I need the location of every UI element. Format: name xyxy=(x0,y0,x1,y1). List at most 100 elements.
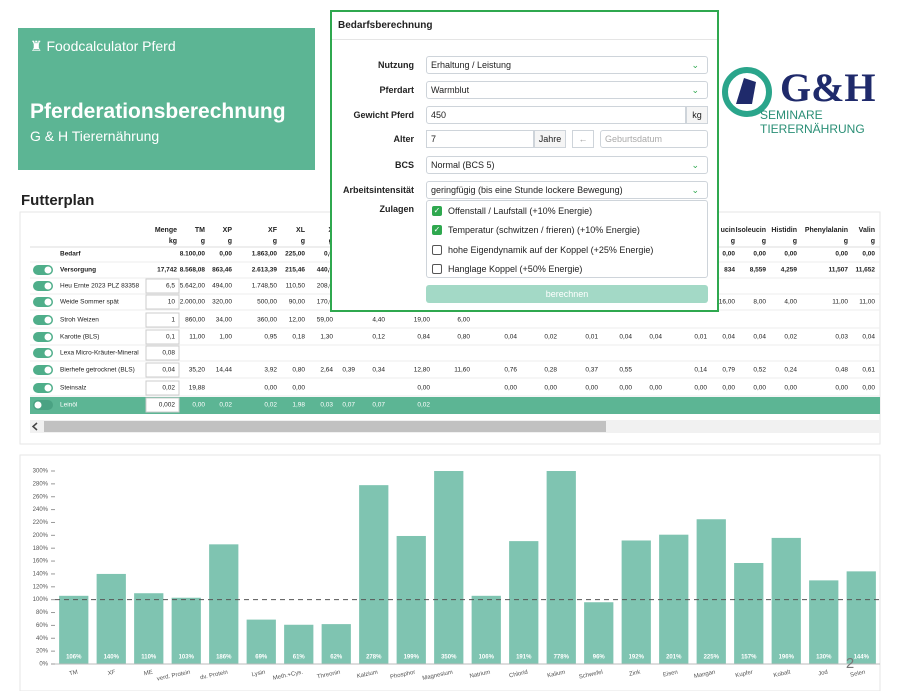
toggle-knob xyxy=(34,401,42,409)
cell: 0,61 xyxy=(862,367,875,374)
scroll-left[interactable] xyxy=(31,422,38,431)
x-tick-label: Phosphor xyxy=(390,670,416,681)
select[interactable]: Warmblut ⌄ xyxy=(426,81,708,99)
cell: 4,40 xyxy=(372,317,385,324)
amount-input[interactable] xyxy=(145,278,180,294)
cell: 11,652 xyxy=(855,267,875,274)
cell: 0,00 xyxy=(722,385,735,392)
cell: 90,00 xyxy=(289,299,306,306)
cell: 0,00 xyxy=(862,251,875,258)
col-header: Isoleucin xyxy=(736,227,766,234)
toggle-knob xyxy=(44,266,52,274)
cell: 0,55 xyxy=(619,367,632,374)
cell: 11,00 xyxy=(832,299,848,306)
input[interactable]: 7 xyxy=(426,130,534,148)
field-label: Nutzung xyxy=(378,60,414,70)
x-tick-label: Lysin xyxy=(251,670,266,679)
cell: 0,002 xyxy=(159,402,176,409)
bar xyxy=(434,471,464,664)
row-highlight xyxy=(30,397,880,414)
value-label: 201% xyxy=(666,655,682,661)
value-label: 140% xyxy=(104,655,120,661)
col-header: XL xyxy=(296,227,306,234)
cell: 0,00 xyxy=(835,385,848,392)
cell: 0,14 xyxy=(694,367,707,374)
bar xyxy=(546,471,576,664)
cell: 2.613,39 xyxy=(252,267,278,274)
x-tick-label: Kobalt xyxy=(773,670,791,679)
cell: 0,00 xyxy=(835,251,848,258)
amount-input[interactable] xyxy=(145,345,180,361)
cell: 8,559 xyxy=(750,267,767,274)
bar xyxy=(696,519,726,664)
bar xyxy=(846,571,876,664)
cell: 0,01 xyxy=(585,334,598,341)
amount-input[interactable] xyxy=(145,362,180,378)
cell: 0,07 xyxy=(372,402,385,409)
cell: 208,0 xyxy=(317,283,334,290)
value-label: 96% xyxy=(593,655,606,661)
checkbox-label: Temperatur (schwitzen / frieren) (+10% E… xyxy=(448,225,640,236)
col-header: Histidin xyxy=(771,227,797,234)
y-tick-label: 200% xyxy=(33,533,49,539)
amount-input[interactable] xyxy=(145,294,180,310)
y-tick-label: 220% xyxy=(33,520,49,526)
amount-input[interactable] xyxy=(145,397,180,413)
amount-input[interactable] xyxy=(145,329,180,345)
select[interactable]: Normal (BCS 5) ⌄ xyxy=(426,156,708,174)
scrollbar-thumb[interactable] xyxy=(44,421,606,432)
value-label: 191% xyxy=(516,655,532,661)
bar xyxy=(209,544,239,664)
cell: 0,00 xyxy=(722,251,735,258)
cell: 0,52 xyxy=(753,367,766,374)
cell: 0,04 xyxy=(862,334,875,341)
checkbox[interactable]: ✓ xyxy=(432,206,442,216)
cell: 0,95 xyxy=(264,334,277,341)
cell: 0,18 xyxy=(292,334,305,341)
input[interactable]: 450 xyxy=(426,106,686,124)
cell: 0,80 xyxy=(457,334,470,341)
bar xyxy=(96,573,126,664)
cell: 225,00 xyxy=(285,251,305,258)
cell: 0,00 xyxy=(504,385,517,392)
x-tick-label: TM xyxy=(69,670,79,678)
amount-input[interactable] xyxy=(145,380,180,396)
cell: 11,00 xyxy=(859,299,875,306)
checkbox[interactable]: ✓ xyxy=(432,225,442,236)
value-label: 186% xyxy=(216,655,232,661)
value-label: 225% xyxy=(704,655,720,661)
col-header: ucin xyxy=(721,227,735,234)
bar xyxy=(509,541,539,664)
cell: 0,1 xyxy=(166,334,175,341)
cell: 0,02 xyxy=(544,334,557,341)
arrow-button[interactable]: ← xyxy=(572,130,594,148)
toggle-knob xyxy=(44,282,52,290)
cell: 8,00 xyxy=(753,299,766,306)
amount-input[interactable] xyxy=(145,312,180,328)
cell: 59,00 xyxy=(317,317,334,324)
checkbox[interactable] xyxy=(432,263,442,274)
select[interactable]: Erhaltung / Leistung ⌄ xyxy=(426,56,708,74)
value-label: 157% xyxy=(741,655,757,661)
checkbox[interactable] xyxy=(432,244,442,255)
value-label: 110% xyxy=(141,655,157,661)
select[interactable]: geringfügig (bis eine Stunde lockere Bew… xyxy=(426,181,708,199)
toggle-knob xyxy=(44,384,52,392)
bar xyxy=(171,597,201,664)
submit-button[interactable]: berechnen xyxy=(426,285,708,303)
cell: 4,259 xyxy=(781,267,798,274)
bar xyxy=(659,534,689,664)
cell: 0,01 xyxy=(694,334,707,341)
cell: 500,00 xyxy=(257,299,277,306)
cell: 12,80 xyxy=(414,367,431,374)
cell: 6,5 xyxy=(166,283,175,290)
cell: 0,03 xyxy=(320,402,333,409)
x-tick-label: Kalium xyxy=(547,670,566,680)
value-label: 62% xyxy=(330,655,343,661)
date-input[interactable]: Geburtsdatum xyxy=(600,130,708,148)
x-tick-label: Chlorid xyxy=(509,670,529,680)
field-label: Alter xyxy=(393,134,414,144)
logo: G&H SEMINARE TIERERNÄHRUNG xyxy=(722,60,902,136)
value-label: 103% xyxy=(179,655,195,661)
page-number: 2 xyxy=(846,655,854,672)
